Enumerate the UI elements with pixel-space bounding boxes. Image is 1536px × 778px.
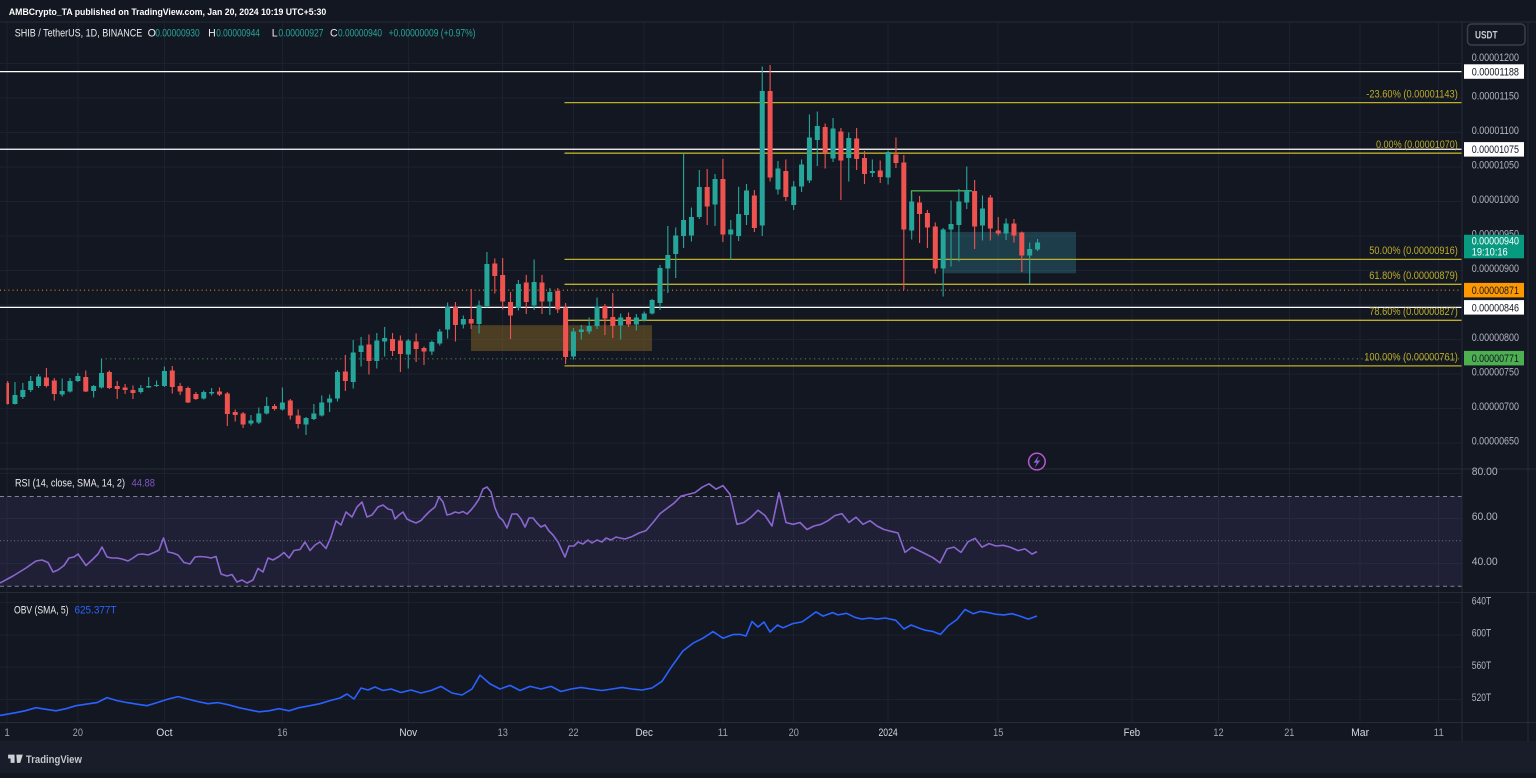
svg-text:OBV (SMA, 5): OBV (SMA, 5) — [14, 605, 69, 617]
svg-text:560T: 560T — [1472, 660, 1492, 672]
svg-text:-23.60% (0.00001143): -23.60% (0.00001143) — [1366, 88, 1458, 100]
svg-text:0.00001000: 0.00001000 — [1472, 194, 1519, 206]
svg-text:L: L — [272, 27, 278, 39]
svg-text:0.00000800: 0.00000800 — [1472, 332, 1519, 344]
svg-text:0.00000750: 0.00000750 — [1472, 367, 1519, 379]
svg-text:0.00% (0.00001070): 0.00% (0.00001070) — [1376, 139, 1458, 151]
svg-text:Mar: Mar — [1351, 727, 1369, 739]
svg-text:640T: 640T — [1472, 595, 1492, 607]
svg-text:Feb: Feb — [1124, 727, 1141, 739]
svg-text:+0.00000009 (+0.97%): +0.00000009 (+0.97%) — [389, 27, 476, 39]
svg-text:0.00000930: 0.00000930 — [155, 27, 200, 39]
svg-text:0.00000771: 0.00000771 — [1472, 353, 1519, 365]
svg-text:61.80% (0.00000879): 61.80% (0.00000879) — [1369, 270, 1458, 282]
svg-text:0.00001150: 0.00001150 — [1472, 91, 1519, 103]
svg-text:100.00% (0.00000761): 100.00% (0.00000761) — [1364, 352, 1458, 364]
svg-text:625.377T: 625.377T — [75, 605, 117, 617]
svg-text:0.00001050: 0.00001050 — [1472, 160, 1519, 172]
svg-text:600T: 600T — [1472, 628, 1492, 640]
svg-text:13: 13 — [498, 727, 508, 739]
svg-text:11: 11 — [1434, 727, 1444, 739]
svg-text:20: 20 — [789, 727, 799, 739]
svg-text:TradingView: TradingView — [26, 754, 82, 766]
svg-text:0.00001075: 0.00001075 — [1472, 144, 1519, 156]
svg-text:0.00000700: 0.00000700 — [1472, 401, 1519, 413]
svg-text:15: 15 — [993, 727, 1003, 739]
svg-text:Nov: Nov — [399, 727, 417, 739]
svg-text:0.00000900: 0.00000900 — [1472, 263, 1519, 275]
svg-text:C: C — [330, 27, 338, 39]
svg-text:80.00: 80.00 — [1472, 466, 1498, 478]
svg-text:50.00% (0.00000916): 50.00% (0.00000916) — [1369, 245, 1458, 257]
svg-text:11: 11 — [718, 727, 728, 739]
svg-text:0.00001188: 0.00001188 — [1472, 67, 1519, 79]
svg-text:H: H — [208, 27, 216, 39]
svg-text:0.00001200: 0.00001200 — [1472, 52, 1519, 64]
svg-text:19:10:16: 19:10:16 — [1472, 247, 1508, 259]
svg-text:0.00001100: 0.00001100 — [1472, 125, 1519, 137]
svg-text:44.88: 44.88 — [132, 478, 156, 490]
svg-text:0.00000940: 0.00000940 — [338, 27, 382, 39]
svg-text:AMBCrypto_TA published on Trad: AMBCrypto_TA published on TradingView.co… — [9, 7, 326, 17]
svg-text:16: 16 — [277, 727, 287, 739]
svg-text:Dec: Dec — [635, 727, 653, 739]
svg-text:USDT: USDT — [1475, 29, 1498, 41]
svg-text:2024: 2024 — [879, 727, 898, 739]
svg-text:60.00: 60.00 — [1472, 511, 1498, 523]
svg-text:22: 22 — [568, 727, 578, 739]
svg-text:0.00000846: 0.00000846 — [1472, 302, 1519, 314]
svg-text:20: 20 — [73, 727, 83, 739]
svg-text:1: 1 — [4, 727, 9, 739]
svg-text:0.00000871: 0.00000871 — [1472, 285, 1519, 297]
svg-text:O: O — [148, 27, 156, 39]
svg-text:12: 12 — [1213, 727, 1223, 739]
svg-text:78.60% (0.00000827): 78.60% (0.00000827) — [1369, 306, 1458, 318]
svg-text:SHIB / TetherUS, 1D, BINANCE: SHIB / TetherUS, 1D, BINANCE — [15, 27, 143, 39]
svg-text:Oct: Oct — [156, 727, 172, 739]
svg-text:520T: 520T — [1472, 692, 1492, 704]
svg-text:40.00: 40.00 — [1472, 556, 1498, 568]
svg-text:RSI (14, close, SMA, 14, 2): RSI (14, close, SMA, 14, 2) — [15, 478, 125, 490]
svg-text:0.00000944: 0.00000944 — [216, 27, 260, 39]
svg-text:0.00000940: 0.00000940 — [1472, 235, 1519, 247]
svg-text:0.00000650: 0.00000650 — [1472, 436, 1519, 448]
svg-text:0.00000927: 0.00000927 — [278, 27, 323, 39]
svg-text:21: 21 — [1284, 727, 1294, 739]
